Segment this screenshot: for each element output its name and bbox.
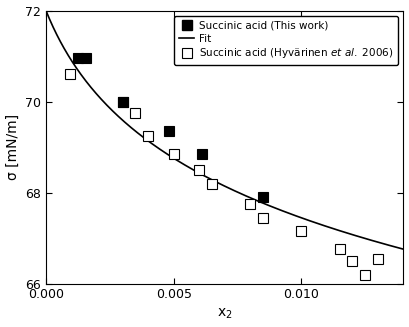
Legend: Succinic acid (This work), Fit, Succinic acid (Hyvärinen $\it{et\ al.}$ 2006): Succinic acid (This work), Fit, Succinic… [174,16,398,65]
Y-axis label: σ [mN/m]: σ [mN/m] [6,114,20,180]
X-axis label: x$_2$: x$_2$ [217,307,232,321]
